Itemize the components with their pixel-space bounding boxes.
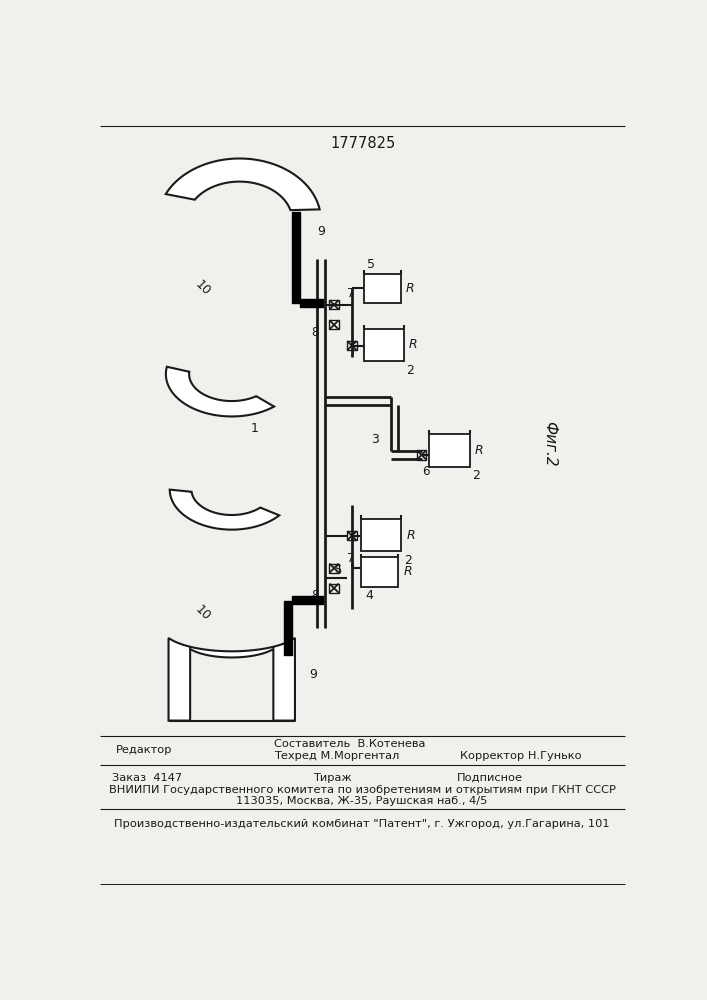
Text: Фиг.2: Фиг.2	[542, 421, 557, 466]
Text: Заказ  4147: Заказ 4147	[112, 773, 182, 783]
Text: 6: 6	[366, 525, 373, 538]
Bar	[363, 274, 401, 303]
Text: 5: 5	[368, 258, 375, 271]
Bar	[429, 434, 469, 467]
Polygon shape	[170, 490, 279, 530]
Polygon shape	[300, 299, 323, 307]
Text: 3: 3	[371, 433, 379, 446]
Bar	[363, 329, 404, 361]
Polygon shape	[165, 159, 320, 210]
Text: 8: 8	[311, 326, 318, 339]
Text: 8: 8	[311, 589, 318, 602]
Text: 9: 9	[317, 225, 325, 238]
Polygon shape	[168, 638, 295, 721]
Text: 1: 1	[251, 422, 259, 434]
Text: 2: 2	[472, 469, 480, 482]
Bar	[347, 531, 356, 540]
Text: 7: 7	[347, 552, 355, 565]
Text: 10: 10	[193, 603, 214, 623]
Text: R: R	[404, 565, 412, 578]
Text: R: R	[407, 529, 415, 542]
Text: 2: 2	[406, 364, 414, 377]
Text: Производственно-издательский комбинат "Патент", г. Ужгород, ул.Гагарина, 101: Производственно-издательский комбинат "П…	[114, 819, 609, 829]
Text: R: R	[409, 338, 417, 351]
Text: Тираж: Тираж	[313, 773, 352, 783]
Text: R: R	[474, 444, 484, 457]
Text: Редактор: Редактор	[115, 745, 172, 755]
Text: R: R	[406, 282, 414, 295]
Bar	[329, 564, 339, 573]
Polygon shape	[292, 596, 323, 604]
Bar	[329, 320, 339, 329]
Text: 6: 6	[422, 465, 429, 478]
Bar	[361, 557, 398, 587]
Text: 10: 10	[193, 278, 214, 298]
Text: Корректор Н.Гунько: Корректор Н.Гунько	[460, 751, 582, 761]
Text: 113035, Москва, Ж-35, Раушская наб., 4/5: 113035, Москва, Ж-35, Раушская наб., 4/5	[236, 796, 488, 806]
Text: ВНИИПИ Государственного комитета по изобретениям и открытиям при ГКНТ СССР: ВНИИПИ Государственного комитета по изоб…	[108, 785, 615, 795]
Text: Техред М.Моргентал: Техред М.Моргентал	[274, 751, 399, 761]
Polygon shape	[284, 601, 292, 655]
Text: 9: 9	[309, 668, 317, 681]
Polygon shape	[292, 212, 300, 303]
Bar	[361, 519, 402, 551]
Bar	[417, 450, 426, 460]
Text: 7: 7	[347, 287, 355, 300]
Bar	[329, 584, 339, 593]
Text: 5: 5	[334, 564, 341, 577]
Text: Составитель  В.Котенева: Составитель В.Котенева	[274, 739, 426, 749]
Text: 2: 2	[404, 554, 411, 567]
Text: 6: 6	[366, 335, 373, 348]
Bar	[347, 341, 356, 350]
Text: 4: 4	[365, 589, 373, 602]
Polygon shape	[166, 367, 274, 416]
Bar	[329, 300, 339, 309]
Text: 1777825: 1777825	[331, 136, 396, 151]
Text: Подписное: Подписное	[457, 773, 522, 783]
